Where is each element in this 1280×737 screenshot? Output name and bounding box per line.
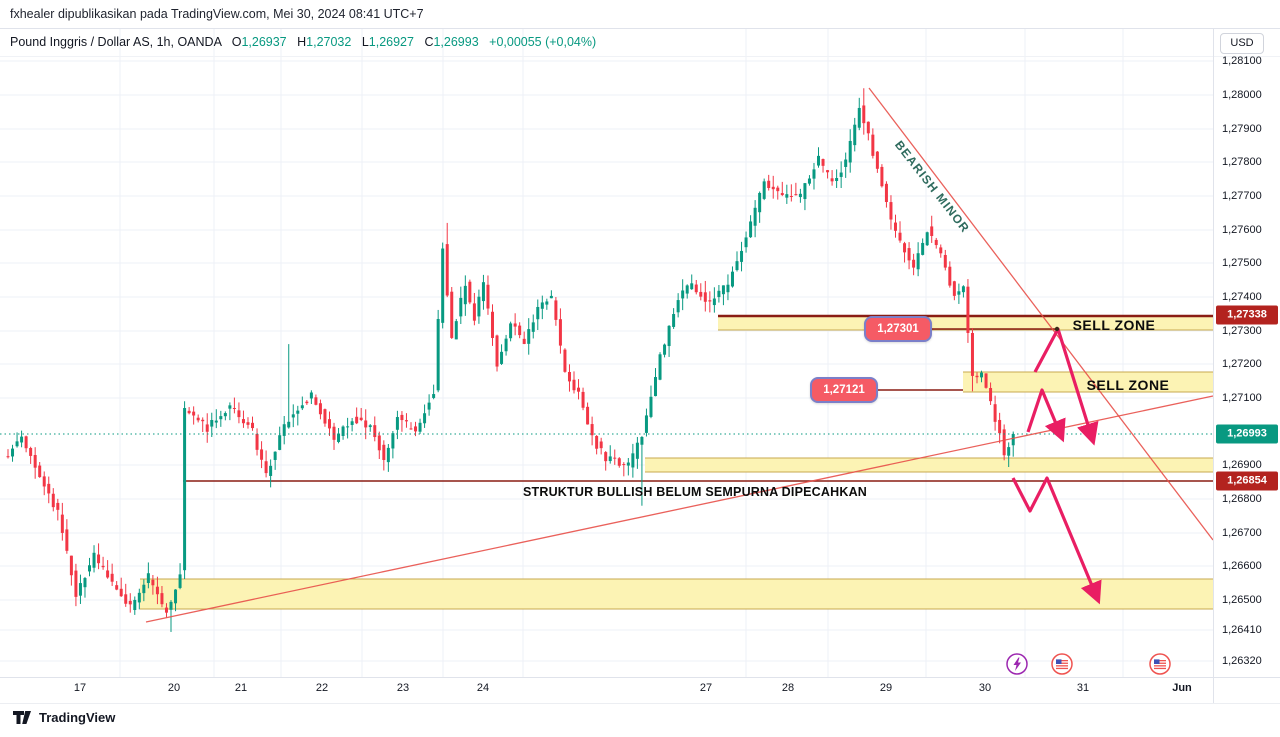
economic-event-lightning-icon[interactable] [1006,653,1028,675]
price-tick-label: 1,27900 [1222,123,1262,135]
zone-rect [140,579,1213,609]
time-tick-label: 17 [73,682,87,694]
change-value: +0,00055 (+0,04%) [489,35,597,49]
last-price-badge: 1,26993 [1216,424,1278,444]
legend-divider [0,56,1280,57]
sell-zone-label: SELL ZONE [1086,377,1170,393]
price-tick-label: 1,27200 [1222,358,1262,370]
publish-attribution: fxhealer dipublikasikan pada TradingView… [10,7,424,21]
level-lines[interactable] [183,328,1213,482]
pivot-dot [1054,326,1060,332]
price-callout[interactable]: 1,27121 [810,377,878,403]
symbol-legend[interactable]: Pound Inggris / Dollar AS, 1h, OANDA O1,… [10,35,596,49]
time-tick-label: 24 [476,682,490,694]
time-tick-label: 30 [978,682,992,694]
zone-rect [645,458,1213,472]
price-tick-label: 1,27500 [1222,257,1262,269]
low-label: L [361,35,369,49]
us-flag-event-icon[interactable] [1149,653,1171,675]
time-tick-label: Jun [1172,682,1192,694]
tradingview-footer-label: TradingView [39,710,116,725]
time-tick-label: 23 [396,682,410,694]
price-tick-label: 1,27100 [1222,392,1262,404]
price-tick-label: 1,28000 [1222,89,1262,101]
price-tick-label: 1,28100 [1222,55,1262,67]
trendlines[interactable] [145,87,1214,623]
price-tick-label: 1,26410 [1222,624,1262,636]
price-tick-label: 1,26320 [1222,655,1262,667]
zigzag-arrow [1011,476,1102,605]
sell-zones[interactable] [140,314,1213,610]
time-tick-label: 28 [781,682,795,694]
zone-rect [963,372,1213,392]
price-tick-label: 1,26700 [1222,527,1262,539]
level-price-badge: 1,26854 [1216,471,1278,491]
price-tick-label: 1,26800 [1222,493,1262,505]
time-tick-label: 27 [699,682,713,694]
high-value: 1,27032 [306,35,352,49]
price-tick-label: 1,27700 [1222,190,1262,202]
price-tick-label: 1,27400 [1222,291,1262,303]
time-tick-label: 20 [167,682,181,694]
low-value: 1,26927 [368,35,414,49]
zone-rect [718,316,1213,330]
time-tick-label: 21 [234,682,248,694]
level-price-badge: 1,27338 [1216,305,1278,325]
footer-border [0,703,1280,704]
us-flag-event-icon[interactable] [1051,653,1073,675]
price-tick-label: 1,26900 [1222,459,1262,471]
structure-note-label: STRUKTUR BULLISH BELUM SEMPURNA DIPECAHK… [522,485,868,499]
chart-top-border [0,28,1280,29]
sell-zone-label: SELL ZONE [1072,317,1156,333]
candlestick-series[interactable] [6,88,1015,632]
open-value: 1,26937 [241,35,287,49]
price-axis-border [1213,28,1214,703]
price-tick-label: 1,27600 [1222,224,1262,236]
tradingview-logo-icon [13,711,31,724]
high-label: H [297,35,307,49]
zigzag-arrow [1026,388,1066,443]
open-label: O [231,35,242,49]
price-tick-label: 1,27300 [1222,325,1262,337]
close-label: C [424,35,434,49]
price-callout[interactable]: 1,27301 [864,316,932,342]
price-tick-label: 1,26600 [1222,560,1262,572]
price-tick-label: 1,26500 [1222,594,1262,606]
time-axis-border [0,677,1280,678]
time-tick-label: 22 [315,682,329,694]
price-tick-label: 1,27800 [1222,156,1262,168]
currency-unit-button[interactable]: USD [1220,33,1264,54]
symbol-title[interactable]: Pound Inggris / Dollar AS, 1h, OANDA [10,35,222,49]
time-tick-label: 31 [1076,682,1090,694]
close-value: 1,26993 [433,35,479,49]
tradingview-footer-logo[interactable]: TradingView [12,710,115,725]
time-tick-label: 29 [879,682,893,694]
